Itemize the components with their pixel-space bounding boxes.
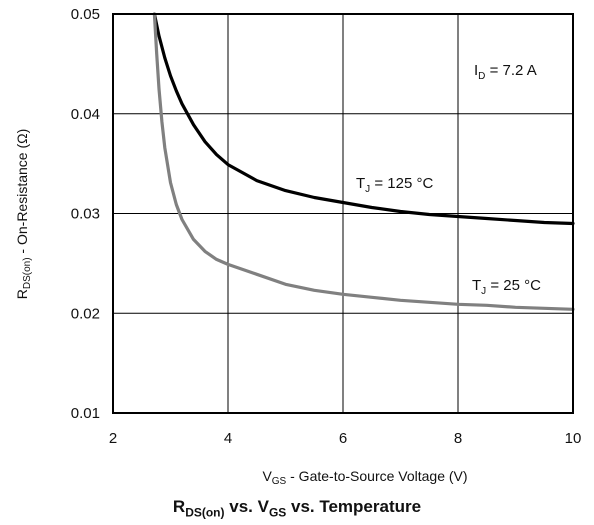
x-tick-label: 6 (339, 430, 347, 447)
x-tick-label: 4 (224, 430, 232, 447)
y-axis-label: RDS(on) - On-Resistance (Ω) (14, 129, 33, 300)
series-label-125c: TJ = 125 °C (356, 175, 433, 195)
series-line-125c (152, 12, 575, 226)
annotation-id: ID = 7.2 A (474, 62, 537, 82)
plot-frame (112, 13, 574, 414)
y-tick-label: 0.04 (71, 106, 100, 123)
series-label-25c: TJ = 25 °C (472, 277, 541, 297)
x-tick-label: 10 (565, 430, 582, 447)
y-tick-label: 0.05 (71, 6, 100, 23)
chart: 2 4 6 8 10 0.01 0.02 0.03 0.04 0.05 ID = 7.2 A T… (14, 6, 582, 487)
y-tick-labels: 0.01 0.02 0.03 0.04 0.05 (71, 6, 100, 422)
x-tick-labels: 2 4 6 8 10 (109, 430, 582, 447)
series-line-25c (152, 12, 575, 311)
y-tick-label: 0.01 (71, 405, 100, 422)
x-tick-label: 8 (454, 430, 462, 447)
chart-caption: RDS(on) vs. VGS vs. Temperature (172, 497, 422, 520)
y-tick-label: 0.02 (71, 305, 100, 322)
y-tick-label: 0.03 (71, 206, 100, 223)
series-group (152, 12, 575, 311)
x-tick-label: 2 (109, 430, 117, 447)
x-axis-label: VGS - Gate-to-Source Voltage (V) (262, 468, 467, 487)
